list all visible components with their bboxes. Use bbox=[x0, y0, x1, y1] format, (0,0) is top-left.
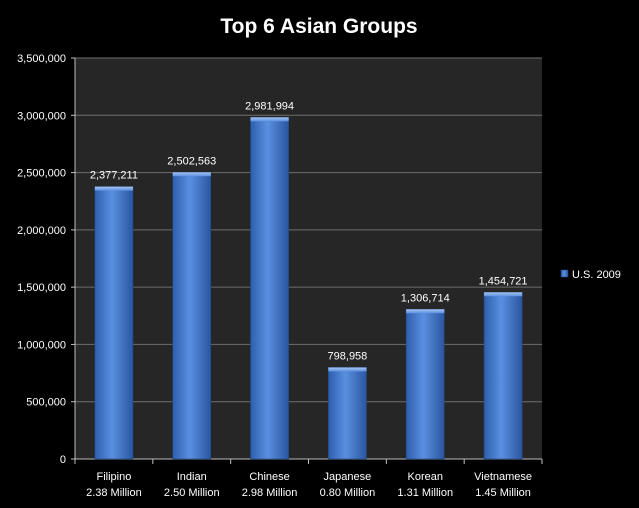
bar-top-highlight bbox=[94, 186, 133, 191]
category-label: Filipino bbox=[96, 471, 131, 483]
category-sublabel: 2.38 Million bbox=[86, 487, 142, 499]
y-tick-label: 1,500,000 bbox=[17, 282, 66, 294]
chart-title: Top 6 Asian Groups bbox=[220, 15, 417, 38]
bar-top-highlight bbox=[328, 367, 367, 372]
bar-top-highlight bbox=[250, 117, 289, 122]
category-label: Chinese bbox=[249, 471, 289, 483]
category-sublabel: 1.45 Million bbox=[475, 487, 531, 499]
legend-label: U.S. 2009 bbox=[572, 269, 621, 281]
legend-swatch bbox=[560, 269, 569, 278]
y-tick-label: 0 bbox=[60, 454, 66, 466]
bar-vietnamese bbox=[483, 292, 523, 460]
y-tick-label: 1,000,000 bbox=[17, 339, 66, 351]
category-sublabel: 0.80 Million bbox=[320, 487, 376, 499]
bar-japanese bbox=[328, 367, 367, 460]
bar-top-highlight bbox=[406, 309, 445, 314]
y-tick-label: 3,500,000 bbox=[17, 53, 66, 65]
data-label: 2,502,563 bbox=[167, 155, 216, 167]
y-tick-label: 3,000,000 bbox=[17, 110, 66, 122]
bar-korean bbox=[405, 308, 445, 460]
y-tick-label: 500,000 bbox=[26, 397, 66, 409]
data-label: 1,306,714 bbox=[401, 292, 450, 304]
data-label: 1,454,721 bbox=[479, 275, 528, 287]
y-tick-label: 2,000,000 bbox=[17, 225, 66, 237]
category-label: Korean bbox=[408, 471, 443, 483]
data-label: 2,377,211 bbox=[90, 170, 138, 182]
plot-area bbox=[75, 58, 542, 459]
bar-chinese bbox=[250, 117, 289, 460]
category-label: Japanese bbox=[324, 471, 372, 483]
y-tick-label: 2,500,000 bbox=[17, 168, 66, 180]
category-label: Vietnamese bbox=[474, 471, 532, 483]
bar-top-highlight bbox=[484, 292, 523, 297]
category-label: Indian bbox=[177, 471, 207, 483]
category-sublabel: 2.50 Million bbox=[164, 487, 220, 499]
bar-indian bbox=[172, 171, 212, 460]
bar-filipino bbox=[94, 186, 134, 460]
category-sublabel: 1.31 Million bbox=[397, 487, 453, 499]
data-label: 798,958 bbox=[328, 350, 368, 362]
legend: U.S. 2009 bbox=[560, 269, 621, 281]
data-label: 2,981,994 bbox=[245, 100, 294, 112]
category-sublabel: 2.98 Million bbox=[242, 487, 298, 499]
bar-top-highlight bbox=[172, 172, 211, 177]
